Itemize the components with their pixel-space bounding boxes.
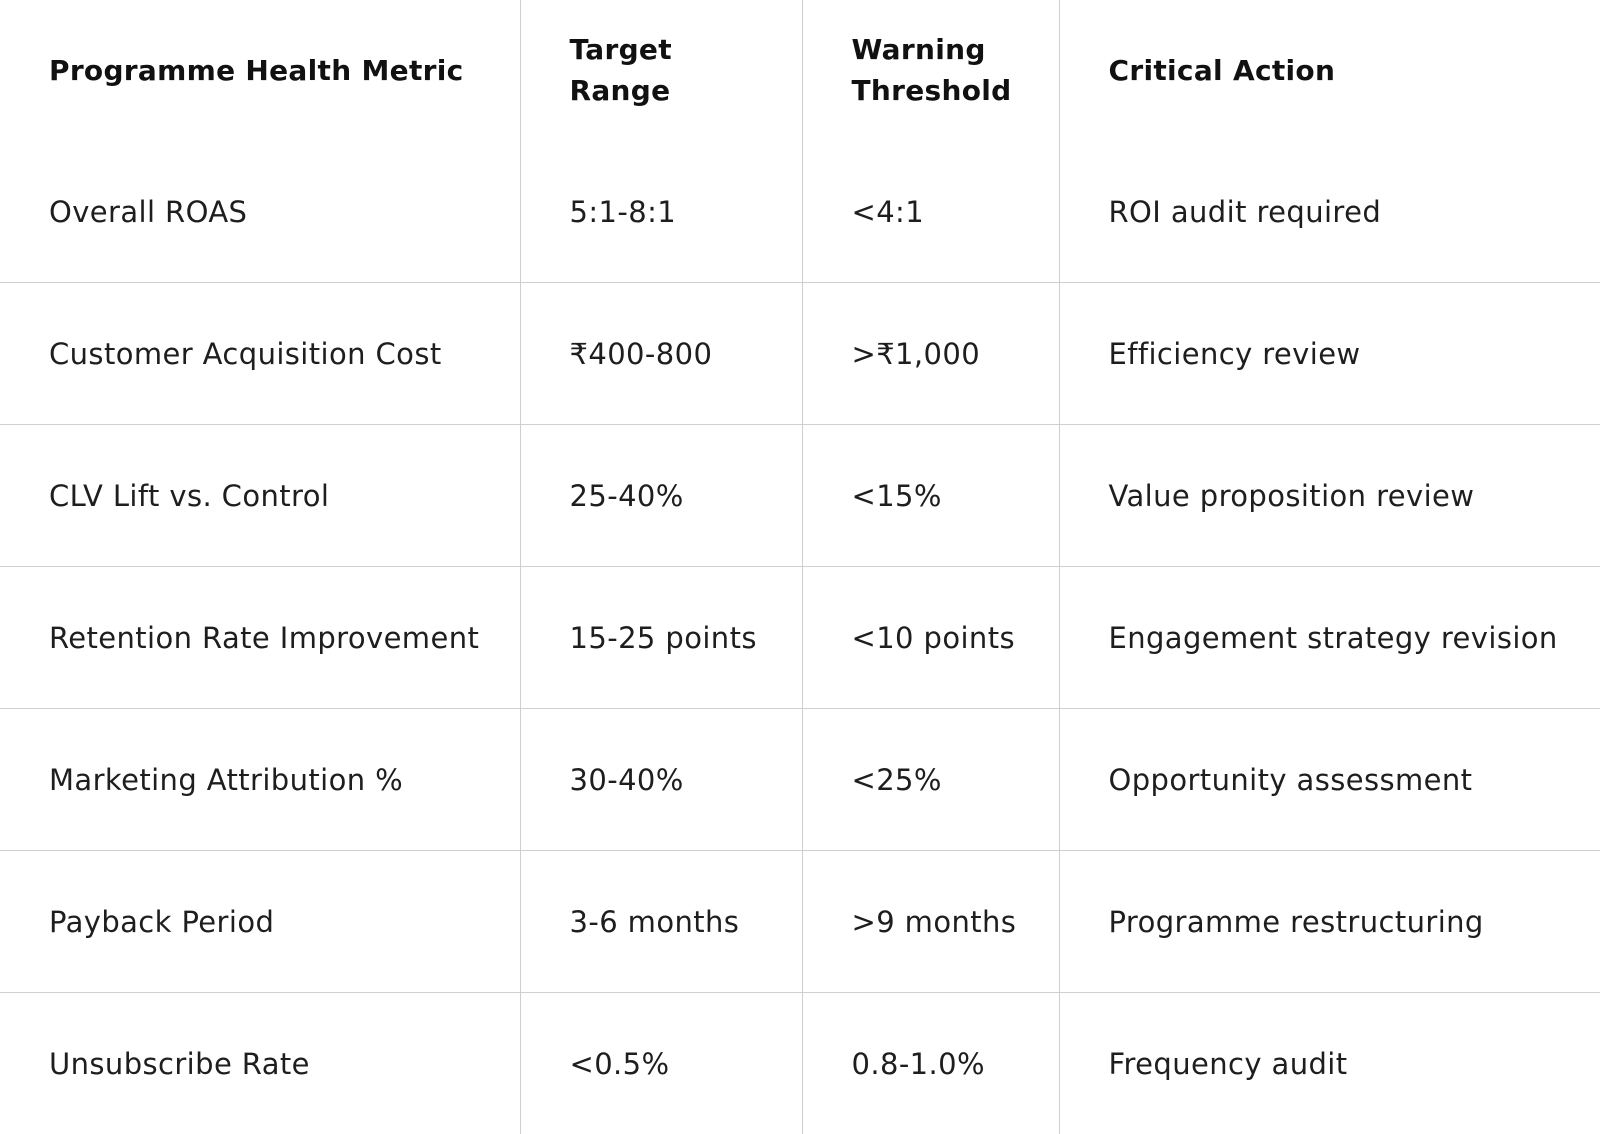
header-text: Programme Health Metric: [49, 54, 464, 87]
table-cell: Frequency audit: [1059, 993, 1600, 1134]
table-cell: 30-40%: [520, 709, 802, 851]
table-row: Marketing Attribution %30-40%<25%Opportu…: [0, 709, 1600, 851]
table-row: Unsubscribe Rate<0.5%0.8-1.0%Frequency a…: [0, 993, 1600, 1134]
table-cell: <4:1: [802, 141, 1059, 283]
table-cell: CLV Lift vs. Control: [0, 425, 520, 567]
table-cell: Unsubscribe Rate: [0, 993, 520, 1134]
table-cell: Value proposition review: [1059, 425, 1600, 567]
table-cell: Customer Acquisition Cost: [0, 283, 520, 425]
table-cell: Efficiency review: [1059, 283, 1600, 425]
column-header: Critical Action: [1059, 0, 1600, 141]
table-cell: Engagement strategy revision: [1059, 567, 1600, 709]
table-cell: <25%: [802, 709, 1059, 851]
table-cell: Programme restructuring: [1059, 851, 1600, 993]
column-header: Warning Threshold: [802, 0, 1059, 141]
header-text: Target Range: [570, 30, 672, 111]
table-cell: Marketing Attribution %: [0, 709, 520, 851]
table-cell: ₹400-800: [520, 283, 802, 425]
table-cell: Retention Rate Improvement: [0, 567, 520, 709]
column-header: Target Range: [520, 0, 802, 141]
header-text: Warning Threshold: [852, 30, 1012, 111]
table-cell: 15-25 points: [520, 567, 802, 709]
header-text: Critical Action: [1109, 54, 1336, 87]
table-cell: 3-6 months: [520, 851, 802, 993]
table-row: Customer Acquisition Cost₹400-800>₹1,000…: [0, 283, 1600, 425]
table-cell: ROI audit required: [1059, 141, 1600, 283]
header-row: Programme Health Metric Target Range Warni…: [0, 0, 1600, 141]
table-cell: >₹1,000: [802, 283, 1059, 425]
column-header: Programme Health Metric: [0, 0, 520, 141]
table-cell: <0.5%: [520, 993, 802, 1134]
table-cell: 25-40%: [520, 425, 802, 567]
table-cell: Payback Period: [0, 851, 520, 993]
table-cell: Opportunity assessment: [1059, 709, 1600, 851]
table-cell: Overall ROAS: [0, 141, 520, 283]
table-cell: <10 points: [802, 567, 1059, 709]
table-cell: 0.8-1.0%: [802, 993, 1059, 1134]
table-cell: >9 months: [802, 851, 1059, 993]
table-cell: <15%: [802, 425, 1059, 567]
table-cell: 5:1-8:1: [520, 141, 802, 283]
